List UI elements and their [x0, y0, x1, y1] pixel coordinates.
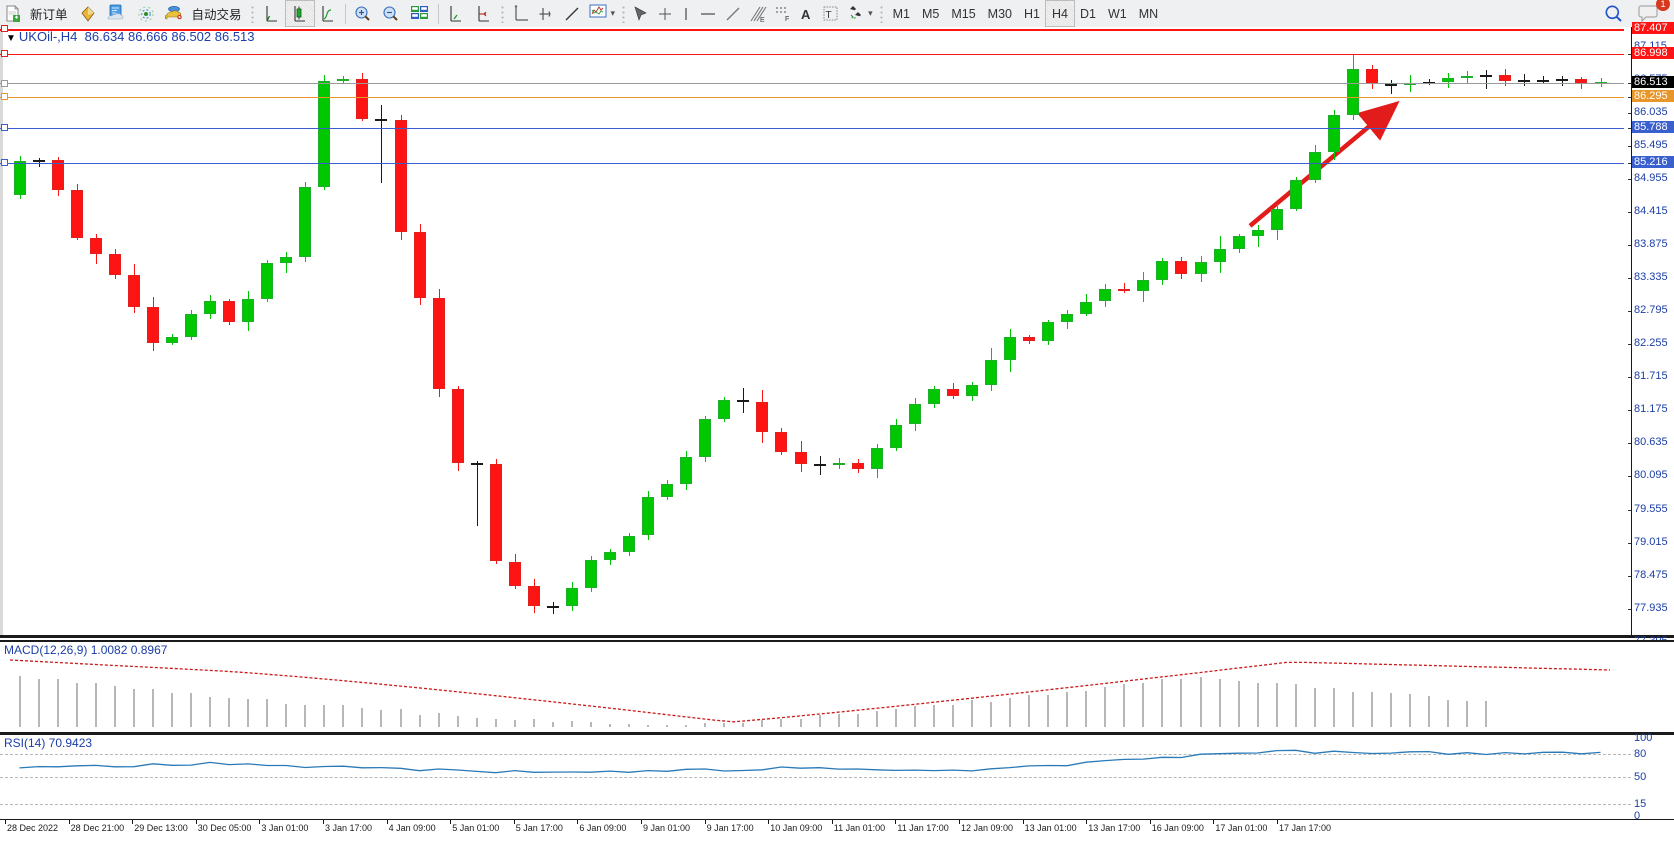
svg-text:E: E [760, 17, 765, 23]
svg-text:A: A [801, 7, 811, 22]
svg-text:T: T [826, 10, 832, 21]
svg-text:F: F [785, 16, 789, 22]
